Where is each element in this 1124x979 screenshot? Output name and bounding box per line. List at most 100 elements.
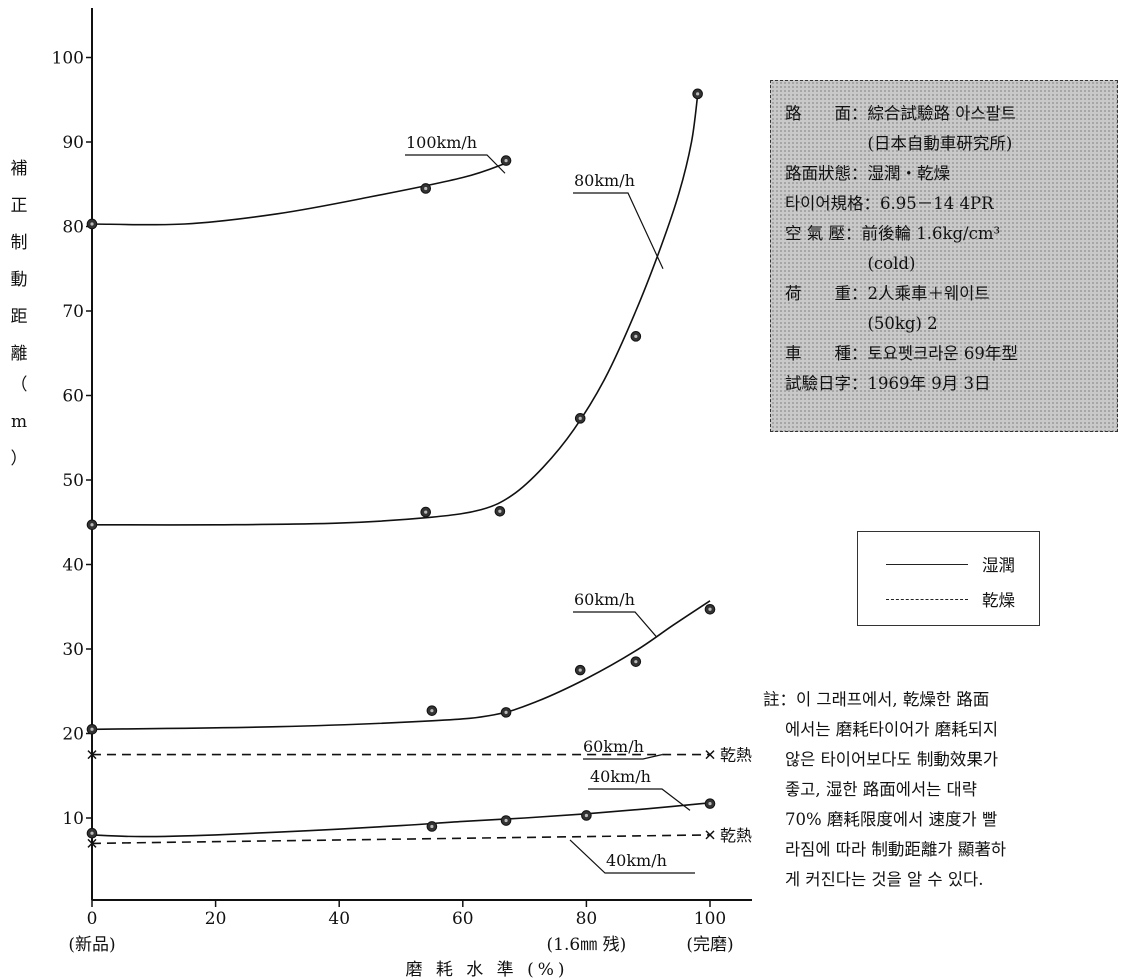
data-point-highlight: [634, 660, 638, 664]
condition-tire-spec: 타이어規格：6.95－14 4PR: [785, 194, 994, 213]
y-tick-label: 70: [62, 302, 84, 322]
x-tick-label: 0: [87, 909, 98, 929]
curve-leader-dry40: [569, 839, 695, 874]
data-point-highlight: [708, 802, 712, 806]
curve-leader-dry60: [583, 754, 663, 760]
y-axis-title-char: 正: [11, 196, 28, 216]
x-tick-sublabel: (新品): [68, 935, 115, 955]
x-tick-label: 60: [452, 909, 474, 929]
curve-end-label-dry40: 乾熱: [720, 826, 752, 845]
curve-label-wet80: 80km/h: [574, 171, 635, 190]
condition-air-pressure: 空 氣 壓：前後輪 1.6kg/cm³: [785, 224, 1001, 243]
legend-solid-line: [886, 564, 968, 565]
labels-layer: 100km/h 80km/h 60km/h 40km/h 60km/h 乾熱 40km/h 乾…: [405, 133, 752, 874]
y-tick-label: 20: [62, 725, 84, 745]
series-line-wet60: [91, 600, 711, 731]
condition-load: 荷 重：2人乘車＋웨이트: [785, 284, 990, 303]
y-axis-title-char: m: [11, 412, 27, 432]
data-point-highlight: [90, 523, 94, 527]
series-line-wet80: [91, 95, 699, 526]
condition-vehicle: 車 種：토요펫크라운 69年型: [785, 344, 1018, 363]
y-tick-label: 90: [62, 133, 84, 153]
data-point-highlight: [498, 509, 502, 513]
condition-load-weight: (50kg) 2: [785, 314, 938, 333]
y-axis-title-char: ）: [11, 449, 28, 469]
y-axis-title-char: 動: [11, 270, 28, 290]
data-point-dry60: [705, 750, 715, 760]
condition-road-surface: 路 面：綜合試驗路 아스팔트: [785, 104, 1016, 123]
condition-road-surface-site: (日本自動車硏究所): [785, 134, 1013, 153]
note-line: 에서는 磨耗타이어가 磨耗되지: [785, 720, 999, 739]
curve-leader-wet40: [588, 788, 691, 811]
data-point-highlight: [90, 831, 94, 835]
legend-label-dry: 乾燥: [982, 591, 1015, 610]
x-tick-label: 20: [205, 909, 227, 929]
series-layer: [91, 95, 711, 845]
data-point-highlight: [696, 92, 700, 96]
data-point-dry40: [705, 830, 715, 840]
y-axis-title-char: 距: [11, 307, 28, 327]
curve-label-dry60: 60km/h: [583, 737, 644, 756]
y-axis-title-char: 制: [11, 233, 28, 253]
x-axis-title: 磨 耗 水 準 (%): [405, 960, 568, 979]
note-line: 라짐에 따라 制動距離가 顯著하: [785, 840, 1006, 859]
curve-leader-wet80: [573, 192, 664, 270]
note-line: 70% 磨耗限度에서 速度가 빨: [785, 810, 998, 829]
data-point-highlight: [708, 607, 712, 611]
y-tick-label: 40: [62, 556, 84, 576]
data-point-highlight: [504, 710, 508, 714]
data-point-highlight: [504, 158, 508, 163]
x-tick-label: 100: [694, 909, 726, 929]
data-point-highlight: [424, 186, 428, 191]
data-point-dry40: [87, 838, 97, 848]
curve-leader-wet100: [405, 154, 506, 174]
note-line: 게 커진다는 것을 알 수 있다.: [785, 870, 984, 889]
legend: 湿潤 乾燥: [857, 531, 1040, 626]
data-point-dry60: [87, 750, 97, 760]
chart-note: 註：이 그래프에서, 乾燥한 路面 에서는 磨耗타이어가 磨耗되지 않은 타이어…: [763, 685, 1123, 895]
data-point-highlight: [584, 813, 589, 818]
x-tick-label: 80: [576, 909, 598, 929]
x-tick-sublabel: (1.6㎜ 残): [547, 935, 627, 955]
data-point-highlight: [90, 222, 94, 226]
note-line: 않은 타이어보다도 制動效果가: [785, 750, 999, 769]
curve-end-label-dry60: 乾熱: [720, 746, 752, 765]
series-line-wet100: [91, 162, 507, 226]
curve-label-dry40: 40km/h: [606, 851, 667, 870]
points-layer: [86, 88, 716, 848]
y-axis-title-char: 補: [11, 159, 28, 179]
legend-item-dry: 乾燥: [858, 585, 1039, 615]
y-axis-title-char: 離: [11, 344, 28, 364]
data-point-highlight: [430, 709, 434, 713]
curve-label-wet40: 40km/h: [590, 767, 651, 786]
data-point-highlight: [504, 818, 508, 823]
curve-leader-wet60: [573, 611, 657, 637]
note-line: 좋고, 湿한 路面에서는 대략: [785, 780, 977, 799]
condition-road-state: 路面狀態：湿潤・乾燥: [785, 164, 950, 183]
axes: 10 20 30 40 50 60 70 80 90 100 0 (新品) 20 40 60 80 (1.6㎜ …: [52, 8, 752, 979]
test-conditions-box: 路 面：綜合試驗路 아스팔트 (日本自動車硏究所) 路面狀態：湿潤・乾燥 타이어…: [770, 80, 1118, 432]
y-tick-label: 50: [62, 471, 84, 491]
data-point-highlight: [430, 824, 434, 829]
legend-item-wet: 湿潤: [858, 550, 1039, 580]
y-axis-title-char: （: [11, 375, 28, 395]
data-point-highlight: [578, 416, 582, 420]
legend-dashed-line: [886, 599, 968, 600]
y-tick-label: 60: [62, 387, 84, 407]
curve-label-wet60: 60km/h: [574, 590, 635, 609]
x-tick-label: 40: [328, 909, 350, 929]
legend-label-wet: 湿潤: [982, 556, 1015, 575]
data-point-highlight: [634, 334, 638, 338]
condition-air-pressure-cold: (cold): [785, 254, 916, 273]
y-tick-label: 100: [52, 49, 84, 69]
note-line: 註：이 그래프에서, 乾燥한 路面: [763, 690, 990, 709]
series-line-wet40: [91, 802, 711, 838]
data-point-highlight: [424, 510, 428, 514]
series-line-dry40: [91, 834, 711, 845]
x-tick-sublabel: (完磨): [686, 935, 733, 955]
data-point-highlight: [90, 727, 94, 731]
data-point-highlight: [578, 668, 582, 672]
condition-test-date: 試驗日字：1969年 9月 3日: [785, 374, 991, 393]
